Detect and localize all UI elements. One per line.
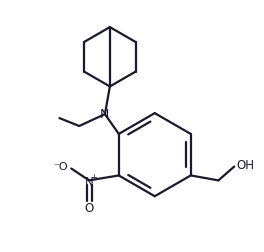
Text: N: N: [100, 108, 110, 121]
Text: ⁻O: ⁻O: [54, 162, 68, 172]
Text: OH: OH: [236, 159, 254, 172]
Text: N: N: [85, 176, 93, 189]
Text: +: +: [91, 173, 97, 182]
Text: O: O: [84, 202, 94, 215]
